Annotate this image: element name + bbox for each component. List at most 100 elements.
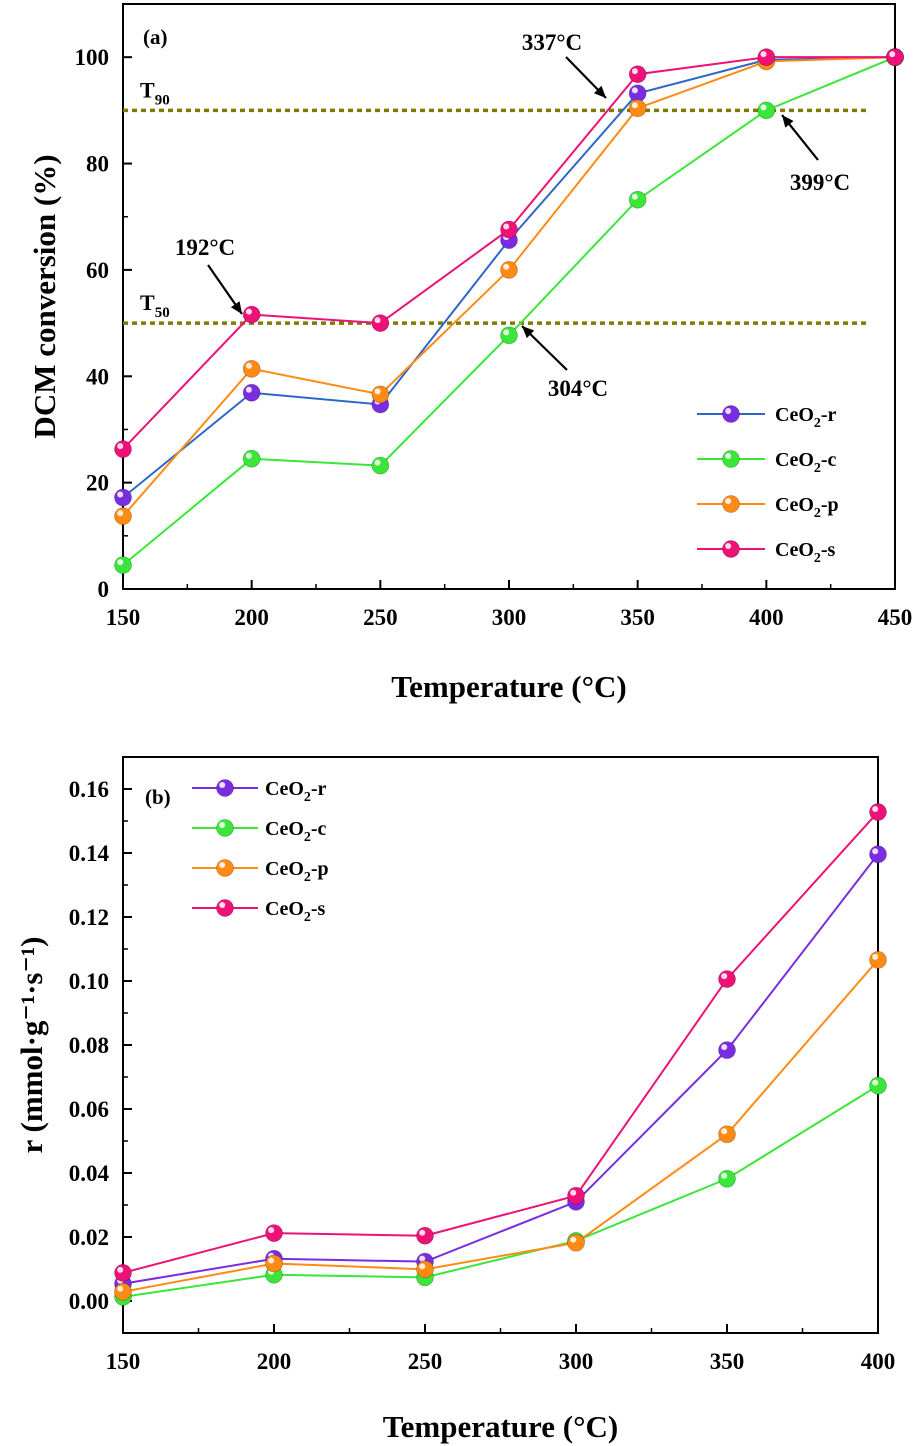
legend-label: CeO2-c (265, 818, 327, 845)
data-point-CeO2-p-fill (628, 99, 647, 118)
data-point-CeO2-s-fill (416, 1226, 434, 1245)
series-line-CeO2-s (122, 811, 879, 1274)
legend-marker (722, 405, 740, 423)
x-axis-title: Temperature (°C) (391, 669, 626, 704)
data-point-CeO2-p-fill (114, 1282, 132, 1301)
legend-text-suffix: -r (821, 404, 837, 426)
data-point-CeO2-c-fill (371, 456, 390, 475)
x-axis-title: Temperature (°C) (383, 1409, 618, 1444)
data-point-CeO2-p-highlight (721, 1128, 728, 1135)
data-point-CeO2-r-fill (869, 845, 887, 864)
x-tick-label: 350 (620, 605, 655, 630)
annotation-arrow-head (522, 326, 535, 339)
x-tick-label: 200 (234, 605, 269, 630)
y-tick-label: 0.02 (69, 1225, 109, 1250)
data-point-CeO2-p-fill (242, 359, 261, 378)
panel-a: 150 200 250 300 350 400 450020406080100Tempera… (27, 3, 913, 704)
threshold-label-main: T (140, 77, 155, 102)
data-point-CeO2-r-highlight (245, 386, 252, 393)
legend-text-suffix: -p (821, 494, 839, 516)
x-tick-label: 300 (492, 605, 527, 630)
data-point-CeO2-p-highlight (117, 510, 124, 517)
legend-marker (722, 540, 740, 558)
data-point-CeO2-c-highlight (117, 559, 124, 566)
data-point-CeO2-p (718, 1125, 736, 1144)
y-tick-label: 20 (86, 471, 109, 496)
data-point-CeO2-s-fill (114, 1263, 132, 1282)
data-point-CeO2-p (371, 385, 390, 404)
data-point-CeO2-c-highlight (760, 104, 767, 111)
data-point-CeO2-s-fill (500, 220, 518, 239)
legend-marker-fill (722, 495, 740, 513)
data-point-CeO2-p-fill (371, 385, 390, 404)
legend-text-sub: 2 (814, 506, 821, 521)
legend-marker-highlight (725, 453, 732, 459)
legend-marker (722, 495, 740, 513)
data-point-CeO2-r (869, 845, 887, 864)
legend-marker-highlight (725, 543, 732, 549)
annotation-label: 304°C (548, 376, 608, 401)
legend-marker-highlight (725, 408, 732, 414)
y-tick-label: 80 (86, 152, 109, 177)
panel-label: (b) (145, 785, 171, 809)
data-point-CeO2-r (718, 1041, 736, 1060)
data-point-CeO2-s-highlight (117, 443, 124, 450)
x-tick-label: 350 (710, 1349, 745, 1374)
series-line-CeO2-p (122, 56, 896, 517)
legend-marker (216, 899, 234, 917)
data-point-CeO2-c-fill (114, 556, 132, 574)
data-point-CeO2-s-fill (242, 305, 261, 324)
data-point-CeO2-p (628, 99, 647, 118)
x-tick-label: 150 (106, 605, 141, 630)
data-point-CeO2-c-fill (757, 101, 776, 120)
series-line-CeO2-r (122, 853, 879, 1285)
data-point-CeO2-p (114, 1282, 132, 1301)
data-point-CeO2-p-highlight (570, 1236, 577, 1243)
y-tick-label: 60 (86, 258, 109, 283)
legend-text-sub: 2 (814, 551, 821, 566)
legend-text-sub: 2 (814, 461, 821, 476)
data-point-CeO2-s-highlight (374, 317, 381, 324)
x-tick-label: 400 (749, 605, 784, 630)
data-point-CeO2-s (265, 1224, 283, 1243)
data-point-CeO2-s (567, 1186, 585, 1205)
y-tick-label: 0.06 (69, 1097, 109, 1122)
legend-text-suffix: -r (311, 778, 327, 800)
data-point-CeO2-s-fill (567, 1186, 585, 1205)
data-point-CeO2-s (114, 440, 132, 459)
y-tick-label: 0 (98, 577, 110, 602)
data-point-CeO2-c-highlight (872, 1079, 879, 1086)
legend-text-suffix: -s (311, 898, 326, 920)
data-point-CeO2-r (242, 383, 261, 402)
data-point-CeO2-s-fill (886, 48, 904, 67)
x-tick-label: 400 (861, 1349, 896, 1374)
x-tick-label: 450 (878, 605, 913, 630)
data-point-CeO2-p (265, 1254, 283, 1273)
data-point-CeO2-c (371, 456, 390, 475)
data-point-CeO2-r-highlight (631, 87, 638, 94)
legend-marker-fill (216, 899, 234, 917)
data-point-CeO2-r-highlight (872, 848, 879, 855)
legend-marker (216, 859, 234, 877)
legend-marker-highlight (219, 822, 226, 828)
legend-label: CeO2-r (265, 778, 327, 805)
annotation-label: 192°C (175, 235, 235, 260)
legend-text-sub: 2 (814, 416, 821, 431)
legend-text-main: CeO (265, 818, 304, 840)
series-CeO2-s (114, 803, 887, 1282)
legend-marker-fill (722, 450, 740, 468)
data-point-CeO2-s-highlight (268, 1227, 275, 1234)
data-point-CeO2-p-fill (416, 1260, 434, 1279)
data-point-CeO2-s (416, 1226, 434, 1245)
data-point-CeO2-s-highlight (570, 1189, 577, 1196)
legend-label: CeO2-r (775, 404, 837, 431)
legend-marker-fill (216, 819, 234, 837)
y-tick-label: 0.12 (69, 905, 109, 930)
data-point-CeO2-s-highlight (503, 223, 510, 230)
data-point-CeO2-p-fill (869, 950, 887, 969)
legend-marker (722, 450, 740, 468)
panel-b: 150 200 250 300 350 400 0.00 0.02 0.04 0.06 0.08 0.… (14, 756, 896, 1444)
annotation-arrow-head (593, 85, 606, 98)
